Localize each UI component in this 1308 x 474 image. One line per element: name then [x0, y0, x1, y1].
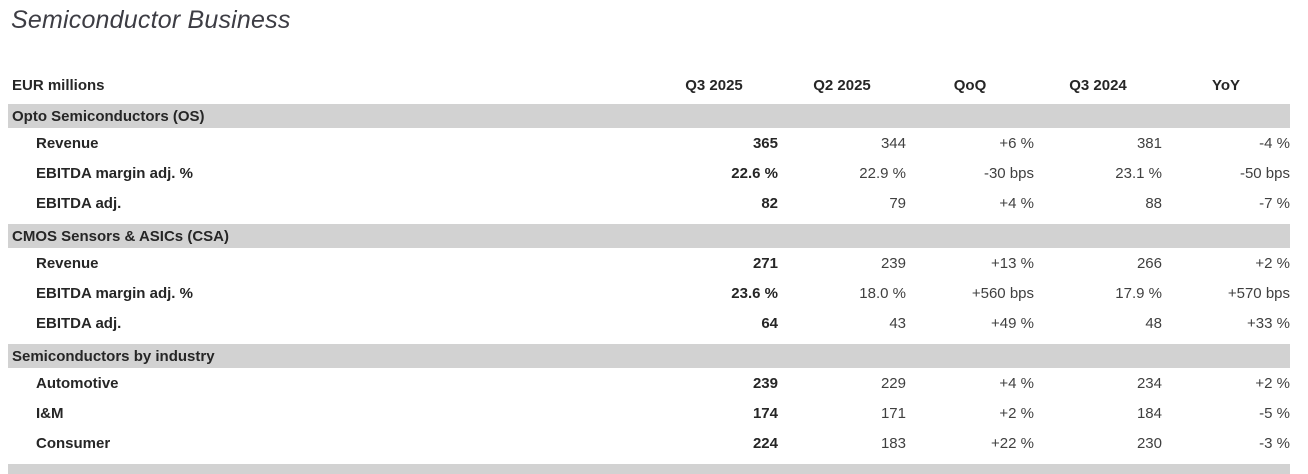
cell-q2-2025: 43	[889, 314, 906, 332]
row-label: Revenue	[36, 254, 99, 272]
semiconductor-results-table: EUR millions Q3 2025 Q2 2025 QoQ Q3 2024…	[8, 72, 1290, 458]
cell-q3-2025: 174	[752, 404, 778, 422]
cell-qoq: +22 %	[991, 434, 1034, 452]
table-row: EBITDA adj. 82 79 +4 % 88 -7 %	[8, 188, 1290, 221]
cell-q3-2024: 234	[1136, 374, 1162, 392]
cell-q3-2024: 184	[1136, 404, 1162, 422]
row-label: Revenue	[36, 134, 99, 152]
cell-yoy: +570 bps	[1227, 284, 1290, 302]
cell-yoy: -4 %	[1259, 134, 1290, 152]
cell-q3-2025: 22.6 %	[731, 164, 778, 182]
table-row: EBITDA margin adj. % 23.6 % 18.0 % +560 bps…	[8, 278, 1290, 308]
cell-q3-2024: 266	[1136, 254, 1162, 272]
unit-label: EUR millions	[12, 76, 105, 94]
row-label: EBITDA margin adj. %	[36, 284, 193, 302]
column-header-q3-2024: Q3 2024	[1069, 76, 1127, 94]
section-header-label: Opto Semiconductors (OS)	[8, 98, 1290, 128]
column-header-qoq: QoQ	[953, 76, 987, 94]
cell-q3-2025: 365	[752, 134, 778, 152]
cell-q3-2024: 88	[1145, 194, 1162, 212]
partial-section-band	[8, 464, 1290, 474]
cell-q2-2025: 344	[880, 134, 906, 152]
row-label: EBITDA margin adj. %	[36, 164, 193, 182]
cell-qoq: +6 %	[999, 134, 1034, 152]
page-title: Semiconductor Business	[11, 6, 291, 34]
table-row: Automotive 239 229 +4 % 234 +2 %	[8, 368, 1290, 398]
cell-qoq: +4 %	[999, 194, 1034, 212]
cell-yoy: -7 %	[1259, 194, 1290, 212]
row-label: I&M	[36, 404, 64, 422]
cell-q3-2025: 64	[761, 314, 778, 332]
cell-q3-2025: 271	[752, 254, 778, 272]
cell-yoy: -3 %	[1259, 434, 1290, 452]
cell-q3-2025: 82	[761, 194, 778, 212]
cell-q2-2025: 79	[889, 194, 906, 212]
cell-qoq: +2 %	[999, 404, 1034, 422]
cell-yoy: -5 %	[1259, 404, 1290, 422]
table-row: Revenue 271 239 +13 % 266 +2 %	[8, 248, 1290, 278]
table-row: I&M 174 171 +2 % 184 -5 %	[8, 398, 1290, 428]
cell-qoq: +4 %	[999, 374, 1034, 392]
table-row: EBITDA adj. 64 43 +49 % 48 +33 %	[8, 308, 1290, 341]
cell-yoy: -50 bps	[1239, 164, 1290, 182]
cell-q3-2024: 48	[1145, 314, 1162, 332]
row-label: Automotive	[36, 374, 119, 392]
row-label: EBITDA adj.	[36, 194, 122, 212]
cell-qoq: +560 bps	[971, 284, 1034, 302]
cell-q3-2024: 381	[1136, 134, 1162, 152]
section-header-label: Semiconductors by industry	[8, 338, 1290, 368]
cell-q2-2025: 18.0 %	[859, 284, 906, 302]
cell-yoy: +2 %	[1255, 374, 1290, 392]
cell-q3-2024: 17.9 %	[1115, 284, 1162, 302]
cell-yoy: +2 %	[1255, 254, 1290, 272]
cell-q3-2025: 239	[752, 374, 778, 392]
cell-qoq: +13 %	[991, 254, 1034, 272]
column-header-yoy: YoY	[1211, 76, 1241, 94]
cell-q2-2025: 229	[880, 374, 906, 392]
table-row: Revenue 365 344 +6 % 381 -4 %	[8, 128, 1290, 158]
cell-q2-2025: 22.9 %	[859, 164, 906, 182]
cell-qoq: -30 bps	[983, 164, 1034, 182]
cell-q2-2025: 171	[880, 404, 906, 422]
section-header-row: CMOS Sensors & ASICs (CSA)	[8, 218, 1290, 248]
cell-q2-2025: 239	[880, 254, 906, 272]
row-label: Consumer	[36, 434, 111, 452]
cell-q3-2025: 224	[752, 434, 778, 452]
cell-q2-2025: 183	[880, 434, 906, 452]
table-row: EBITDA margin adj. % 22.6 % 22.9 % -30 bps 2…	[8, 158, 1290, 188]
row-label: EBITDA adj.	[36, 314, 122, 332]
table-header-row: EUR millions Q3 2025 Q2 2025 QoQ Q3 2024…	[8, 72, 1290, 101]
cell-qoq: +49 %	[991, 314, 1034, 332]
table-body: Opto Semiconductors (OS) Revenue 365 344 +6 …	[8, 98, 1290, 458]
cell-q3-2025: 23.6 %	[731, 284, 778, 302]
section-header-row: Opto Semiconductors (OS)	[8, 98, 1290, 128]
cell-q3-2024: 230	[1136, 434, 1162, 452]
cell-q3-2024: 23.1 %	[1115, 164, 1162, 182]
section-header-label: CMOS Sensors & ASICs (CSA)	[8, 218, 1290, 248]
table-row: Consumer 224 183 +22 % 230 -3 %	[8, 428, 1290, 458]
section-header-row: Semiconductors by industry	[8, 338, 1290, 368]
column-header-q3-2025: Q3 2025	[685, 76, 743, 94]
cell-yoy: +33 %	[1247, 314, 1290, 332]
column-header-q2-2025: Q2 2025	[813, 76, 871, 94]
